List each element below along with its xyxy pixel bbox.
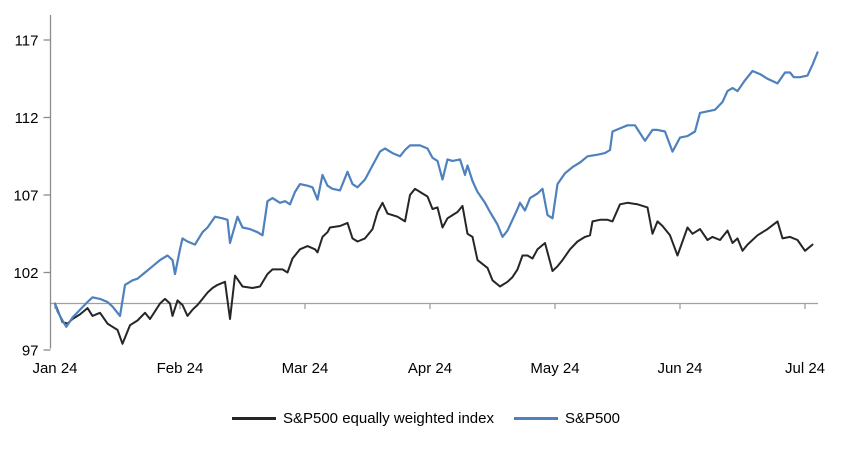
y-axis-tick-label: 112 bbox=[15, 110, 39, 127]
y-axis-tick-label: 117 bbox=[15, 33, 39, 50]
legend-line-swatch-blue bbox=[513, 417, 558, 420]
legend-label-equal-weighted: S&P500 equally weighted index bbox=[282, 410, 494, 427]
legend-item-equal-weighted: S&P500 equally weighted index bbox=[231, 410, 494, 427]
x-axis-tick-label: Apr 24 bbox=[408, 360, 452, 377]
series-line-equal-weighted bbox=[54, 187, 814, 345]
series-line-sp500 bbox=[53, 51, 819, 328]
x-axis-tick-label: Jul 24 bbox=[785, 360, 825, 377]
x-axis-tick-label: Jan 24 bbox=[32, 360, 77, 377]
y-axis-tick-label: 107 bbox=[13, 188, 38, 205]
plot-area: 97 102 107 112 117 Jan 24 Feb 24 Mar 24 Apr 24 Ma… bbox=[13, 15, 825, 377]
legend-item-sp500: S&P500 bbox=[513, 410, 621, 427]
x-axis-tick-label: Feb 24 bbox=[157, 360, 204, 377]
x-axis-tick-label: Jun 24 bbox=[657, 360, 702, 377]
y-axis-tick-label: 102 bbox=[13, 265, 38, 282]
x-axis-tick-label: May 24 bbox=[530, 360, 579, 377]
y-axis-tick-label: 97 bbox=[22, 343, 39, 360]
legend-line-swatch-black bbox=[231, 417, 276, 420]
x-axis-tick-label: Mar 24 bbox=[282, 360, 329, 377]
legend: S&P500 equally weighted index S&P500 bbox=[0, 396, 852, 453]
legend-label-sp500: S&P500 bbox=[564, 410, 621, 427]
